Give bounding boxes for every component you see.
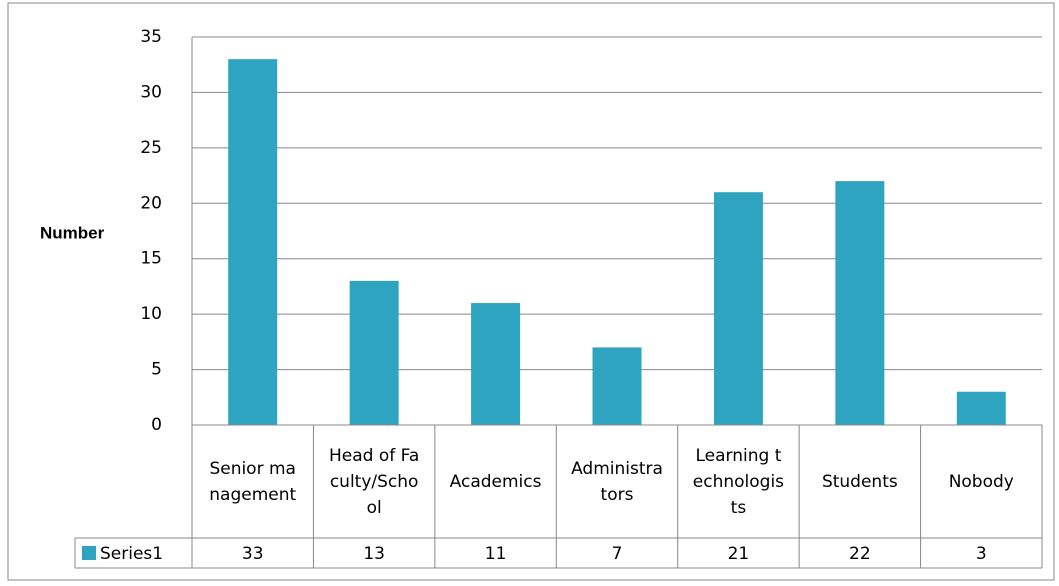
table-value: 3 bbox=[976, 544, 987, 564]
y-tick-label: 35 bbox=[140, 27, 162, 47]
bar bbox=[956, 391, 1006, 425]
table-value: 7 bbox=[612, 544, 623, 564]
x-tick-label: Senior management bbox=[209, 458, 297, 505]
legend-label: Series1 bbox=[100, 544, 163, 564]
y-tick-label: 5 bbox=[151, 360, 162, 380]
y-tick-label: 15 bbox=[140, 249, 162, 269]
x-tick-label: Learning technologists bbox=[692, 445, 785, 518]
y-tick-label: 0 bbox=[151, 415, 162, 435]
table-value: 13 bbox=[363, 544, 385, 564]
chart-border bbox=[7, 2, 1055, 581]
bar bbox=[471, 303, 521, 425]
bar bbox=[713, 192, 763, 425]
table-value: 33 bbox=[242, 544, 264, 564]
bar bbox=[592, 347, 642, 425]
x-tick-label: Head of Faculty/School bbox=[329, 445, 420, 518]
y-tick-label: 30 bbox=[140, 82, 162, 102]
bar bbox=[835, 181, 885, 425]
x-tick-label: Academics bbox=[449, 471, 542, 492]
x-tick-label: Nobody bbox=[948, 471, 1014, 492]
table-value: 21 bbox=[728, 544, 750, 564]
table-value: 22 bbox=[849, 544, 871, 564]
y-axis-label: Number bbox=[40, 223, 105, 242]
y-tick-label: 20 bbox=[140, 193, 162, 213]
x-tick-label: Students bbox=[821, 471, 898, 492]
bar bbox=[349, 280, 399, 425]
bar bbox=[228, 59, 278, 426]
x-tick-label: Administrators bbox=[571, 458, 663, 505]
y-tick-label: 25 bbox=[140, 138, 162, 158]
legend-swatch bbox=[82, 546, 96, 560]
table-value: 11 bbox=[485, 544, 507, 564]
y-tick-label: 10 bbox=[140, 304, 162, 324]
